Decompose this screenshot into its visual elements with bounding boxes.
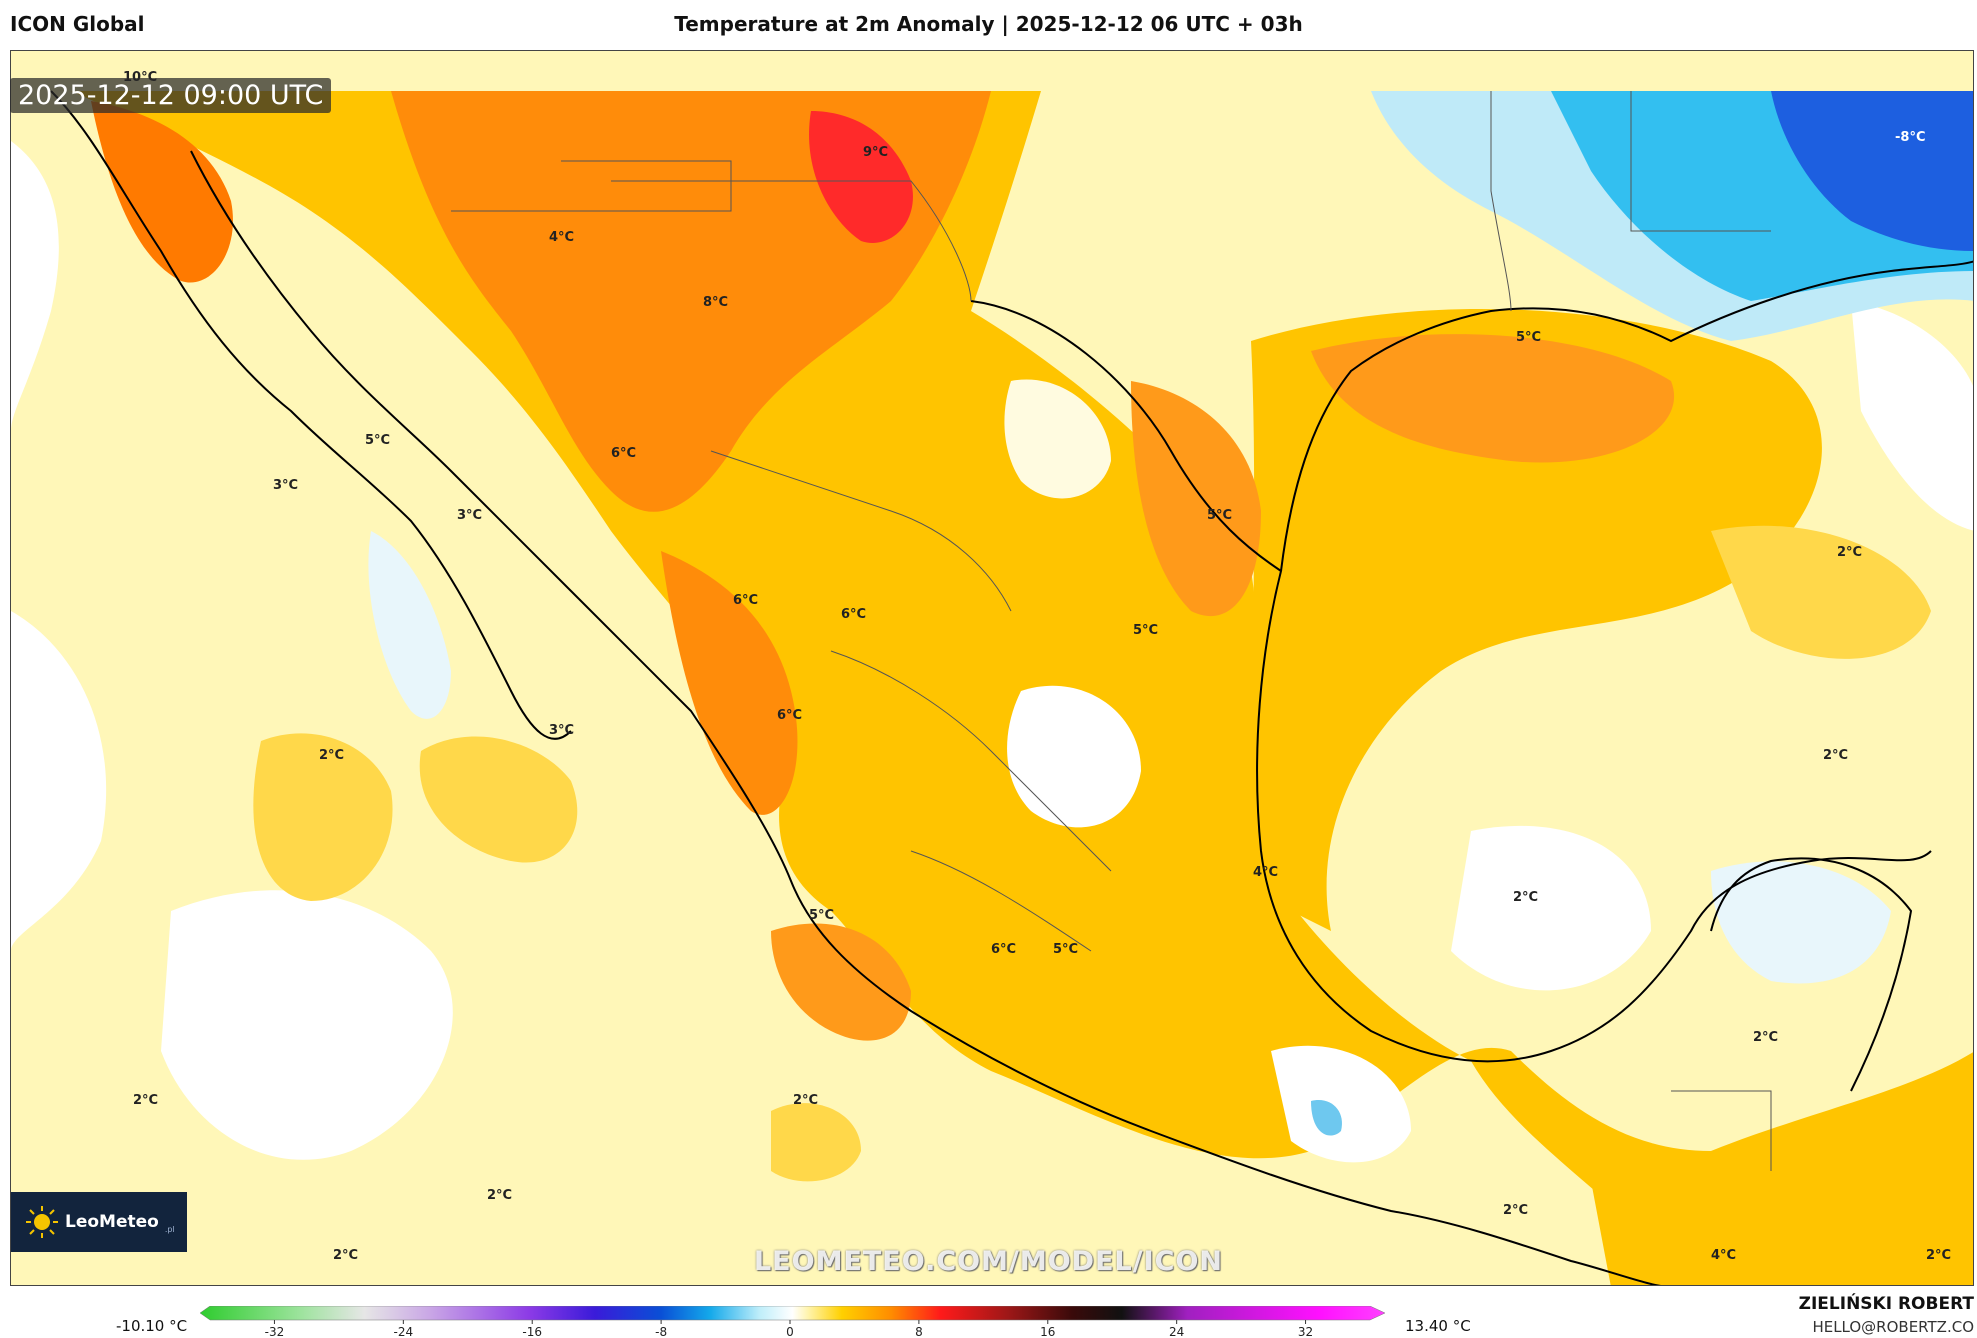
- temp-label: 3°C: [549, 723, 574, 738]
- coastlines: [50, 90, 1973, 1285]
- temp-label: -8°C: [1895, 130, 1925, 145]
- yellow-blob-pacific-3: [771, 1103, 861, 1182]
- temp-label: 6°C: [611, 446, 636, 461]
- color-scale-bar: [200, 1306, 1386, 1321]
- legend-min-value: -10.10 °C: [116, 1317, 188, 1335]
- temp-label: 5°C: [1133, 623, 1158, 638]
- author-email: HELLO@ROBERTZ.CO: [1812, 1318, 1974, 1336]
- state-border-8: [1630, 91, 1771, 232]
- state-border-4: [830, 650, 1112, 872]
- temp-label: 2°C: [319, 748, 344, 763]
- yellow-east-gulf: [1711, 525, 1931, 659]
- temp-label: 2°C: [1503, 1203, 1528, 1218]
- legend-ticks: -32 -24 -16 -8 0 8 16 24 32: [265, 1320, 1313, 1338]
- logo-suffix: .pl: [164, 1225, 175, 1234]
- sun-icon: [26, 1206, 58, 1238]
- temp-label: 2°C: [793, 1093, 818, 1108]
- yucatan-white: [1711, 861, 1891, 984]
- white-central-plateau: [1007, 685, 1141, 828]
- white-oaxaca: [1271, 1045, 1411, 1163]
- legend-tick-label: 16: [1040, 1325, 1055, 1338]
- red-hotspot-north: [809, 111, 913, 243]
- coastline-pacific-mainland: [50, 90, 572, 740]
- header-bar: ICON Global Temperature at 2m Anomaly | …: [0, 0, 1977, 50]
- white-zone-east: [1851, 301, 1973, 531]
- temp-label: 5°C: [1207, 508, 1232, 523]
- legend-max-value: 13.40 °C: [1405, 1317, 1471, 1335]
- state-border-6: [1671, 1090, 1772, 1171]
- white-baja-coast: [368, 531, 451, 719]
- temp-label: 2°C: [1926, 1248, 1951, 1263]
- valid-time-badge: 2025-12-12 09:00 UTC: [10, 78, 332, 113]
- state-borders: [451, 91, 1772, 1171]
- white-chihuahua: [1004, 379, 1111, 499]
- temp-label: 3°C: [273, 478, 298, 493]
- temp-label: 3°C: [457, 508, 482, 523]
- legend-tick-label: 0: [786, 1325, 794, 1338]
- temp-label: 5°C: [1053, 942, 1078, 957]
- mexico-orange-west: [91, 101, 233, 283]
- map-canvas[interactable]: 10°C 9°C -8°C 4°C 8°C 5°C 5°C 3°C 6°C 3°…: [10, 50, 1974, 1286]
- temp-label: 5°C: [1516, 330, 1541, 345]
- central-america-warm: [1591, 1172, 1973, 1285]
- blue-spot-oaxaca: [1311, 1100, 1342, 1136]
- orange-south: [771, 923, 911, 1041]
- model-name: ICON Global: [10, 12, 145, 36]
- map-title: Temperature at 2m Anomaly | 2025-12-12 0…: [674, 12, 1303, 36]
- temp-label: 4°C: [549, 230, 574, 245]
- state-border-3: [710, 450, 1012, 612]
- state-border-5: [910, 850, 1092, 952]
- coastline-yucatan: [1710, 857, 1913, 1092]
- gulf-warm-area: [1251, 308, 1822, 931]
- temp-label: 5°C: [365, 433, 390, 448]
- temp-label: 4°C: [1253, 865, 1278, 880]
- temp-label: 2°C: [1753, 1030, 1778, 1045]
- coastline-baja-inner: [190, 150, 1662, 1285]
- legend-tick-label: -8: [655, 1325, 667, 1338]
- temp-label: 6°C: [991, 942, 1016, 957]
- cold-zone-us-core: [1771, 91, 1973, 251]
- temp-label: 8°C: [703, 295, 728, 310]
- temp-label: 2°C: [1837, 545, 1862, 560]
- legend-tick-label: -24: [394, 1325, 414, 1338]
- logo-name: LeoMeteo: [65, 1212, 159, 1232]
- watermark-url: LEOMETEO.COM/MODEL/ICON: [753, 1246, 1224, 1277]
- legend-tick-label: -16: [522, 1325, 542, 1338]
- white-zone-gulf: [1451, 825, 1651, 991]
- temp-label: 6°C: [841, 607, 866, 622]
- orange-sierra-madre: [661, 551, 798, 815]
- legend-tick-label: 24: [1169, 1325, 1184, 1338]
- yellow-blob-pacific-1: [253, 733, 393, 901]
- white-zone-pacific-south: [161, 890, 453, 1160]
- gulf-orange-core: [1311, 334, 1675, 463]
- state-border-2: [611, 180, 972, 302]
- legend-tick-label: 32: [1298, 1325, 1313, 1338]
- temp-label: 6°C: [733, 593, 758, 608]
- coastline-us-gulf: [1280, 260, 1973, 572]
- white-zone-pacific-mid: [11, 611, 107, 951]
- temperature-labels: 10°C 9°C -8°C 4°C 8°C 5°C 5°C 3°C 6°C 3°…: [123, 70, 1951, 1263]
- temp-label: 5°C: [809, 908, 834, 923]
- state-border-1: [451, 160, 732, 212]
- legend-tick-label: 8: [915, 1325, 923, 1338]
- legend-tick-label: -32: [265, 1325, 285, 1338]
- temp-label: 6°C: [777, 708, 802, 723]
- state-border-7: [1490, 91, 1512, 312]
- temp-label: 2°C: [1823, 748, 1848, 763]
- temp-label: 2°C: [333, 1248, 358, 1263]
- color-scale-legend: -32 -24 -16 -8 0 8 16 24 32: [200, 1306, 1386, 1338]
- temp-label: 4°C: [1711, 1248, 1736, 1263]
- temp-label: 9°C: [863, 145, 888, 160]
- temp-label: 2°C: [487, 1188, 512, 1203]
- author-name: ZIELIŃSKI ROBERT: [1798, 1294, 1974, 1314]
- anomaly-map-svg: 10°C 9°C -8°C 4°C 8°C 5°C 5°C 3°C 6°C 3°…: [11, 51, 1973, 1285]
- yellow-blob-pacific-2: [419, 736, 578, 863]
- leometeo-logo[interactable]: LeoMeteo .pl: [11, 1192, 187, 1252]
- temp-label: 2°C: [133, 1093, 158, 1108]
- temp-label: 2°C: [1513, 890, 1538, 905]
- white-zone-pacific-north: [11, 141, 59, 431]
